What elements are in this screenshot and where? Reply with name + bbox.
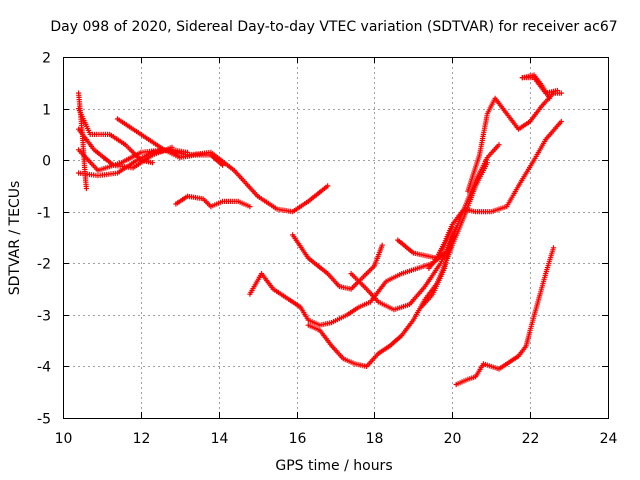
data-point-markers bbox=[76, 147, 191, 179]
x-tick-label: 14 bbox=[211, 431, 229, 447]
x-tick-label: 12 bbox=[133, 431, 151, 447]
y-tick-label: -4 bbox=[37, 360, 51, 376]
y-tick-label: -5 bbox=[37, 412, 51, 428]
series-pass-q bbox=[519, 72, 553, 101]
series-pass-c bbox=[76, 147, 191, 179]
data-point-markers bbox=[519, 72, 553, 101]
x-tick-label: 10 bbox=[55, 431, 73, 447]
x-tick-label: 22 bbox=[522, 431, 540, 447]
y-tick-label: -3 bbox=[37, 309, 51, 325]
chart-title: Day 098 of 2020, Sidereal Day-to-day VTE… bbox=[50, 19, 617, 35]
series-pass-l bbox=[395, 118, 564, 261]
series-pass-e bbox=[76, 90, 89, 192]
y-tick-label: 2 bbox=[42, 51, 51, 67]
data-point-markers bbox=[465, 90, 564, 194]
series-pass-h bbox=[247, 250, 448, 328]
data-point-markers bbox=[305, 160, 490, 369]
series-pass-o bbox=[465, 90, 564, 194]
x-tick-label: 20 bbox=[444, 431, 462, 447]
x-tick-label: 16 bbox=[289, 431, 307, 447]
series-pass-k bbox=[348, 142, 502, 313]
x-tick-label: 18 bbox=[366, 431, 384, 447]
series-pass-m bbox=[418, 224, 459, 310]
data-layer bbox=[76, 72, 564, 388]
data-point-markers bbox=[247, 250, 448, 328]
data-point-markers bbox=[418, 224, 459, 310]
data-point-markers bbox=[395, 118, 564, 261]
y-tick-label: -1 bbox=[37, 206, 51, 222]
data-point-markers bbox=[290, 232, 385, 292]
grid-layer bbox=[63, 57, 608, 418]
y-tick-label: -2 bbox=[37, 257, 51, 273]
series-pass-f bbox=[114, 116, 226, 168]
x-tick-label: 24 bbox=[600, 431, 618, 447]
series-pass-j bbox=[305, 160, 490, 369]
x-axis-label: GPS time / hours bbox=[275, 458, 392, 474]
series-pass-n bbox=[426, 224, 455, 271]
y-tick-label: 0 bbox=[42, 154, 51, 170]
data-point-markers bbox=[76, 90, 89, 192]
series-pass-g bbox=[173, 193, 253, 210]
data-point-markers bbox=[453, 245, 557, 388]
data-point-markers bbox=[348, 142, 502, 313]
series-pass-r bbox=[453, 245, 557, 388]
y-axis-label: SDTVAR / TECUs bbox=[7, 181, 23, 296]
plot-frame bbox=[63, 57, 609, 419]
series-pass-i bbox=[290, 232, 385, 292]
data-point-markers bbox=[173, 193, 253, 210]
data-point-markers bbox=[426, 224, 455, 271]
y-tick-label: 1 bbox=[42, 103, 51, 119]
data-point-markers bbox=[114, 116, 226, 168]
